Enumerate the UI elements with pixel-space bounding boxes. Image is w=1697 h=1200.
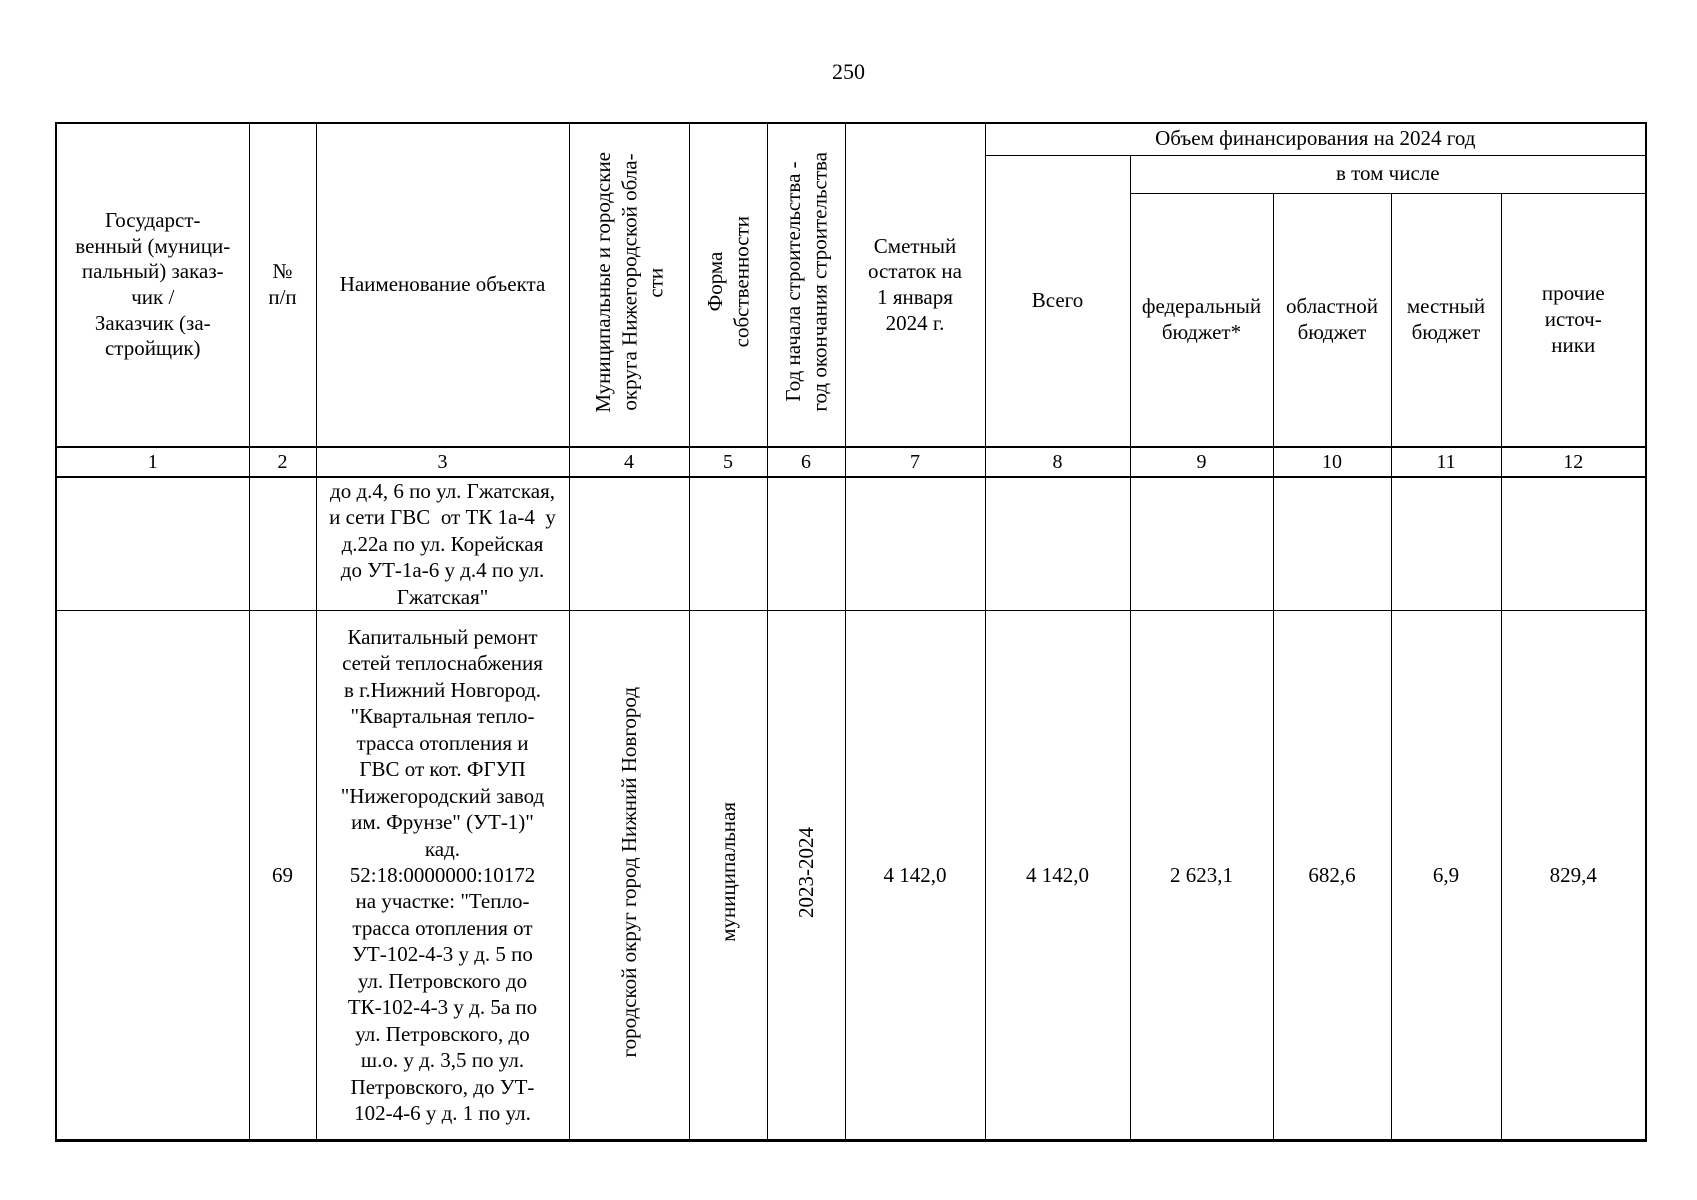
header-ownership-text: Форма собственности [702, 216, 753, 348]
cell-object-name: до д.4, 6 по ул. Гжатская, и сети ГВС от… [315, 476, 570, 612]
cell-estimate-balance: 4 142,0 [844, 610, 986, 1143]
header-estimate-balance: Сметный остаток на 1 января 2024 г. [844, 122, 986, 448]
header-total: Всего [984, 154, 1131, 448]
cell-row-number: 69 [248, 610, 317, 1143]
cell-regional-budget: 682,6 [1272, 610, 1392, 1143]
column-number: 11 [1390, 446, 1502, 478]
cell-total: 4 142,0 [984, 610, 1131, 1143]
document-page: 250 Государст- венный (муници- пальный) … [0, 58, 1697, 1200]
header-ownership: Форма собственности [688, 122, 768, 448]
header-federal-budget: федеральный бюджет* [1129, 192, 1274, 448]
header-row-number: № п/п [248, 122, 317, 448]
column-number: 7 [844, 446, 986, 478]
column-number: 6 [766, 446, 846, 478]
header-years-text: Год начала строительства - год окончания… [780, 152, 831, 412]
column-number-row: 1 2 3 4 5 6 7 8 9 10 11 12 [55, 446, 1647, 478]
header-row-2: Всего в том числе [56, 154, 1647, 448]
header-financing-volume: Объем финансирования на 2024 год [984, 122, 1647, 156]
cell-years-text: 2023-2024 [793, 826, 818, 918]
page-number: 250 [832, 59, 865, 84]
cell-years: 2023-2024 [766, 610, 846, 1143]
cell-customer [55, 610, 250, 1143]
header-including: в том числе [1129, 154, 1647, 194]
table-row-continuation: до д.4, 6 по ул. Гжатская, и сети ГВС от… [55, 476, 1647, 612]
cell-municipality [568, 476, 690, 612]
cell-local-budget: 6,9 [1390, 610, 1502, 1143]
cell-years [766, 476, 846, 612]
column-number: 3 [315, 446, 570, 478]
header-local-budget: местный бюджет [1390, 192, 1502, 448]
financing-table: Государст- венный (муници- пальный) зака… [55, 122, 1648, 1143]
header-years: Год начала строительства - год окончания… [766, 122, 846, 448]
column-number: 12 [1500, 446, 1647, 478]
cell-federal-budget [1129, 476, 1274, 612]
header-municipality: Муниципальные и городские округа Нижегор… [568, 122, 690, 448]
cell-local-budget [1390, 476, 1502, 612]
cell-municipality-text: городской округ город Нижний Новгород [616, 687, 641, 1058]
column-number: 4 [568, 446, 690, 478]
column-number: 2 [248, 446, 317, 478]
header-row-1: Государст- венный (муници- пальный) зака… [55, 122, 1647, 448]
cell-object-name: Капитальный ремонт сетей теплоснабжения … [315, 610, 570, 1143]
column-number: 8 [984, 446, 1131, 478]
column-number: 1 [55, 446, 250, 478]
cell-regional-budget [1272, 476, 1392, 612]
header-object-name: Наименование объекта [315, 122, 570, 448]
cell-ownership: муниципальная [688, 610, 768, 1143]
column-number: 10 [1272, 446, 1392, 478]
header-regional-budget: областной бюджет [1272, 192, 1392, 448]
cell-other-sources: 829,4 [1500, 610, 1647, 1143]
cell-ownership-text: муниципальная [715, 802, 740, 943]
cell-row-number [248, 476, 317, 612]
column-number: 9 [1129, 446, 1274, 478]
table-row-69: 69 Капитальный ремонт сетей теплоснабжен… [55, 610, 1647, 1143]
header-other-sources: прочие источ- ники [1500, 192, 1647, 448]
header-customer: Государст- венный (муници- пальный) зака… [55, 122, 250, 448]
cell-ownership [688, 476, 768, 612]
cell-other-sources [1500, 476, 1647, 612]
cell-customer [55, 476, 250, 612]
cell-total [984, 476, 1131, 612]
header-row-3: федеральный бюджет* областной бюджет мес… [56, 192, 1647, 448]
header-municipality-text: Муниципальные и городские округа Нижегор… [590, 151, 668, 413]
cell-municipality: городской округ город Нижний Новгород [568, 610, 690, 1143]
cell-federal-budget: 2 623,1 [1129, 610, 1274, 1143]
column-number: 5 [688, 446, 768, 478]
cell-estimate-balance [844, 476, 986, 612]
